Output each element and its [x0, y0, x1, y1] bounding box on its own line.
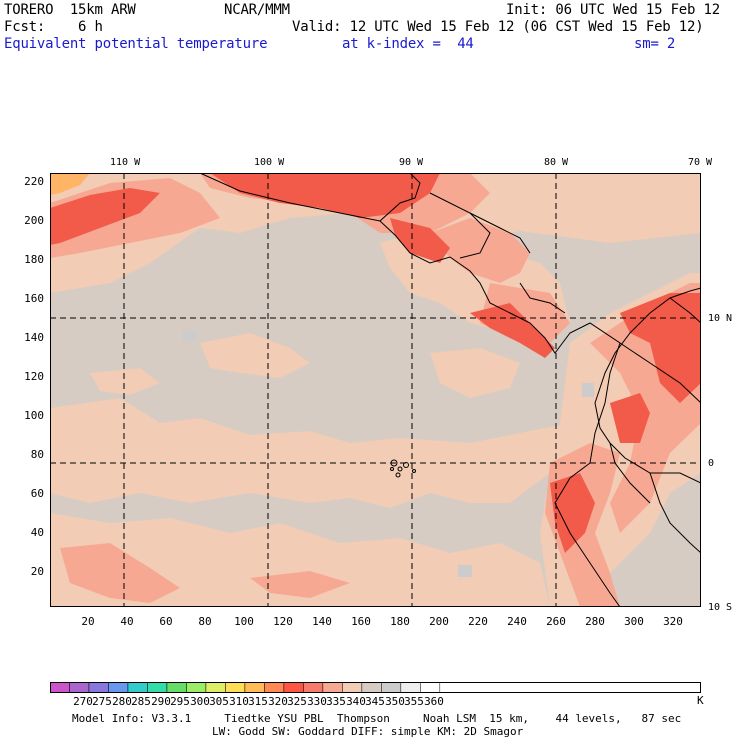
- map-border: [50, 173, 701, 607]
- colorbar-label-270: 270: [73, 695, 93, 708]
- colorbar-label-330: 330: [307, 695, 327, 708]
- colorbar-border: [50, 682, 701, 693]
- colorbar-swatch-325-330: [283, 682, 304, 693]
- colorbar-swatch-below-270: [50, 682, 70, 693]
- map-panel: [50, 173, 701, 607]
- x-tick-220: 220: [468, 615, 488, 628]
- colorbar-label-340: 340: [346, 695, 366, 708]
- colorbar-swatch-310-315: [225, 682, 246, 693]
- x-tick-320: 320: [663, 615, 683, 628]
- colorbar-swatch-275-280: [88, 682, 109, 693]
- x-tick-140: 140: [312, 615, 332, 628]
- colorbar-label-355: 355: [404, 695, 424, 708]
- x-tick-260: 260: [546, 615, 566, 628]
- y-tick-20: 20: [30, 565, 44, 578]
- field-345-350-regions: [182, 331, 594, 577]
- colorbar-swatch-305-310: [205, 682, 226, 693]
- colorbar-label-350: 350: [385, 695, 405, 708]
- colorbar-swatch-300-305: [186, 682, 207, 693]
- colorbar-label-290: 290: [151, 695, 171, 708]
- colorbar-label-315: 315: [248, 695, 268, 708]
- y-tick-220: 220: [24, 175, 44, 188]
- lat-label-0: 0: [708, 458, 715, 469]
- colorbar-swatch-290-295: [147, 682, 168, 693]
- colorbar-label-360: 360: [424, 695, 444, 708]
- valid-time: Valid: 12 UTC Wed 15 Feb 12 (06 CST Wed …: [292, 19, 704, 35]
- lon-label-100w: 100 W: [254, 157, 285, 168]
- colorbar-label-295: 295: [170, 695, 190, 708]
- level-label: at k-index = 44: [342, 36, 474, 52]
- colorbar-swatch-355-360: [400, 682, 421, 693]
- colorbar-swatch-295-300: [166, 682, 187, 693]
- x-tick-200: 200: [429, 615, 449, 628]
- y-tick-180: 180: [24, 253, 44, 266]
- y-tick-200: 200: [24, 214, 44, 227]
- x-tick-60: 60: [159, 615, 173, 628]
- lon-label-90w: 90 W: [399, 157, 424, 168]
- colorbar-label-275: 275: [92, 695, 112, 708]
- coastlines: [199, 173, 701, 607]
- y-tick-60: 60: [30, 487, 44, 500]
- x-tick-180: 180: [390, 615, 410, 628]
- lat-label-10s: 10 S: [708, 602, 733, 613]
- colorbar-label-305: 305: [209, 695, 229, 708]
- colorbar-swatch-280-285: [108, 682, 129, 693]
- lon-label-110w: 110 W: [110, 157, 141, 168]
- lon-label-80w: 80 W: [544, 157, 569, 168]
- colorbar-swatch-335-340: [322, 682, 343, 693]
- lon-label-70w: 70 W: [688, 157, 713, 168]
- colorbar-label-285: 285: [131, 695, 151, 708]
- x-tick-40: 40: [120, 615, 134, 628]
- colorbar-label-280: 280: [112, 695, 132, 708]
- graticule: [50, 173, 701, 607]
- colorbar: [50, 682, 701, 693]
- center-name: NCAR/MMM: [224, 2, 290, 18]
- colorbar-label-325: 325: [287, 695, 307, 708]
- x-tick-100: 100: [234, 615, 254, 628]
- y-tick-100: 100: [24, 409, 44, 422]
- colorbar-swatch-345-350: [361, 682, 382, 693]
- colorbar-unit: K: [697, 694, 704, 707]
- y-tick-120: 120: [24, 370, 44, 383]
- colorbar-swatch-285-290: [127, 682, 148, 693]
- colorbar-label-345: 345: [365, 695, 385, 708]
- x-tick-240: 240: [507, 615, 527, 628]
- model-info-line1: Model Info: V3.3.1 Tiedtke YSU PBL Thomp…: [72, 712, 682, 725]
- x-tick-120: 120: [273, 615, 293, 628]
- colorbar-swatch-340-345: [342, 682, 363, 693]
- x-tick-280: 280: [585, 615, 605, 628]
- colorbar-swatch-330-335: [303, 682, 324, 693]
- y-tick-160: 160: [24, 292, 44, 305]
- colorbar-swatch-315-320: [244, 682, 265, 693]
- model-info-line2: LW: Godd SW: Goddard DIFF: simple KM: 2D…: [212, 725, 524, 738]
- y-tick-80: 80: [30, 448, 44, 461]
- colorbar-swatch-360-above: [420, 682, 441, 693]
- colorbar-label-320: 320: [268, 695, 288, 708]
- colorbar-label-300: 300: [190, 695, 210, 708]
- lat-label-10n: 10 N: [708, 313, 733, 324]
- smoothing-label: sm= 2: [634, 36, 676, 52]
- colorbar-label-335: 335: [326, 695, 346, 708]
- y-tick-40: 40: [30, 526, 44, 539]
- colorbar-swatch-350-355: [381, 682, 402, 693]
- colorbar-label-310: 310: [229, 695, 249, 708]
- x-tick-300: 300: [624, 615, 644, 628]
- colorbar-swatch-270-275: [69, 682, 90, 693]
- init-time: Init: 06 UTC Wed 15 Feb 12: [506, 2, 720, 18]
- field-325-330-region: [50, 173, 90, 195]
- y-tick-140: 140: [24, 331, 44, 344]
- x-tick-80: 80: [198, 615, 212, 628]
- forecast-hour: Fcst: 6 h: [4, 19, 103, 35]
- field-name: Equivalent potential temperature: [4, 36, 268, 52]
- x-tick-160: 160: [351, 615, 371, 628]
- colorbar-swatch-320-325: [264, 682, 285, 693]
- x-tick-20: 20: [81, 615, 95, 628]
- model-name: TORERO 15km ARW: [4, 2, 136, 18]
